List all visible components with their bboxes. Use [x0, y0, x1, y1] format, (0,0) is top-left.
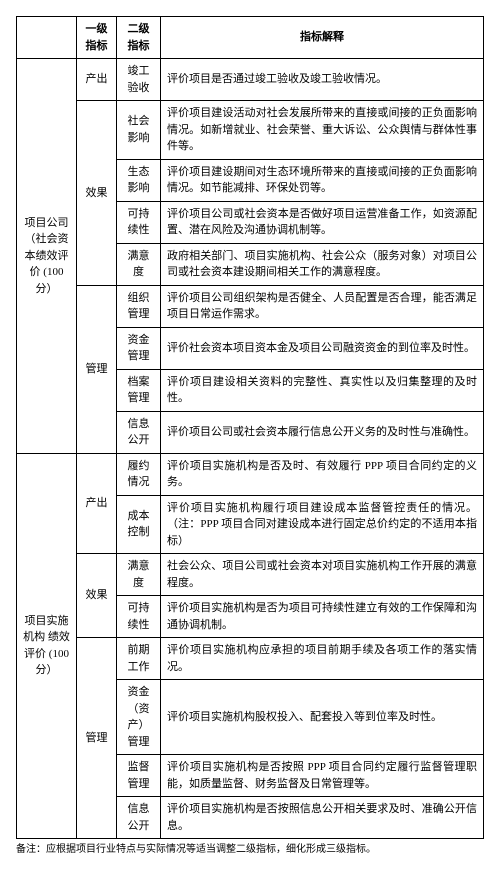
header-row: 一级指标 二级指标 指标解释 — [17, 17, 484, 59]
indicator-desc: 评价项目建设活动对社会发展所带来的直接或间接的正负面影响情况。如新增就业、社会荣… — [161, 101, 484, 160]
level2-name: 履约情况 — [117, 453, 161, 495]
level2-name: 前期工作 — [117, 638, 161, 680]
level2-name: 成本控制 — [117, 495, 161, 554]
indicator-desc: 评价项目是否通过竣工验收及竣工验收情况。 — [161, 59, 484, 101]
header-level1: 一级指标 — [77, 17, 117, 59]
indicator-desc: 社会公众、项目公司或社会资本对项目实施机构工作开展的满意程度。 — [161, 554, 484, 596]
indicator-desc: 评价项目公司组织架构是否健全、人员配置是否合理，能否满足项目日常运作需求。 — [161, 285, 484, 327]
level2-name: 生态影响 — [117, 159, 161, 201]
level2-name: 信息公开 — [117, 411, 161, 453]
table-row: 管理 组织管理 评价项目公司组织架构是否健全、人员配置是否合理，能否满足项目日常… — [17, 285, 484, 327]
level2-name: 可持续性 — [117, 201, 161, 243]
level1-label: 管理 — [77, 285, 117, 453]
indicator-desc: 评价社会资本项目资本金及项目公司融资资金的到位率及时性。 — [161, 327, 484, 369]
level2-name: 满意度 — [117, 554, 161, 596]
table-row: 效果 社会影响 评价项目建设活动对社会发展所带来的直接或间接的正负面影响情况。如… — [17, 101, 484, 160]
table-row: 项目实施机构 绩效评价 (100 分） 产出 履约情况 评价项目实施机构是否及时… — [17, 453, 484, 495]
level2-name: 可持续性 — [117, 596, 161, 638]
indicator-desc: 政府相关部门、项目实施机构、社会公众（服务对象）对项目公司或社会资本建设期间相关… — [161, 243, 484, 285]
evaluation-table: 一级指标 二级指标 指标解释 项目公司（社会资本绩效评价 (100 分） 产出 … — [16, 16, 484, 839]
level1-label: 管理 — [77, 638, 117, 839]
level2-name: 满意度 — [117, 243, 161, 285]
header-level2: 二级指标 — [117, 17, 161, 59]
indicator-desc: 评价项目建设相关资料的完整性、真实性以及归集整理的及时性。 — [161, 369, 484, 411]
level1-label: 效果 — [77, 101, 117, 286]
level2-name: 竣工验收 — [117, 59, 161, 101]
indicator-desc: 评价项目实施机构是否按照 PPP 项目合同约定履行监督管理职能，如质量监督、财务… — [161, 755, 484, 797]
footnote: 备注：应根据项目行业特点与实际情况等适当调整二级指标，细化形成三级指标。 — [16, 843, 484, 857]
level2-name: 信息公开 — [117, 797, 161, 839]
level1-label: 效果 — [77, 554, 117, 638]
indicator-desc: 评价项目实施机构是否按照信息公开相关要求及时、准确公开信息。 — [161, 797, 484, 839]
header-blank — [17, 17, 77, 59]
indicator-desc: 评价项目实施机构履行项目建设成本监督管控责任的情况。（注：PPP 项目合同对建设… — [161, 495, 484, 554]
group-label: 项目公司（社会资本绩效评价 (100 分） — [17, 59, 77, 454]
header-desc: 指标解释 — [161, 17, 484, 59]
indicator-desc: 评价项目实施机构是否为项目可持续性建立有效的工作保障和沟通协调机制。 — [161, 596, 484, 638]
indicator-desc: 评价项目建设期间对生态环境所带来的直接或间接的正负面影响情况。如节能减排、环保处… — [161, 159, 484, 201]
level1-label: 产出 — [77, 453, 117, 554]
level1-label: 产出 — [77, 59, 117, 101]
level2-name: 组织管理 — [117, 285, 161, 327]
indicator-desc: 评价项目公司或社会资本是否做好项目运营准备工作，如资源配置、潜在风险及沟通协调机… — [161, 201, 484, 243]
level2-name: 监督管理 — [117, 755, 161, 797]
level2-name: 资金管理 — [117, 327, 161, 369]
group-label: 项目实施机构 绩效评价 (100 分） — [17, 453, 77, 839]
table-row: 项目公司（社会资本绩效评价 (100 分） 产出 竣工验收 评价项目是否通过竣工… — [17, 59, 484, 101]
table-row: 管理 前期工作 评价项目实施机构应承担的项目前期手续及各项工作的落实情况。 — [17, 638, 484, 680]
level2-name: 档案管理 — [117, 369, 161, 411]
level2-name: 资金（资产）管理 — [117, 680, 161, 755]
indicator-desc: 评价项目实施机构是否及时、有效履行 PPP 项目合同约定的义务。 — [161, 453, 484, 495]
indicator-desc: 评价项目实施机构应承担的项目前期手续及各项工作的落实情况。 — [161, 638, 484, 680]
table-row: 效果 满意度 社会公众、项目公司或社会资本对项目实施机构工作开展的满意程度。 — [17, 554, 484, 596]
indicator-desc: 评价项目公司或社会资本履行信息公开义务的及时性与准确性。 — [161, 411, 484, 453]
level2-name: 社会影响 — [117, 101, 161, 160]
indicator-desc: 评价项目实施机构股权投入、配套投入等到位率及时性。 — [161, 680, 484, 755]
